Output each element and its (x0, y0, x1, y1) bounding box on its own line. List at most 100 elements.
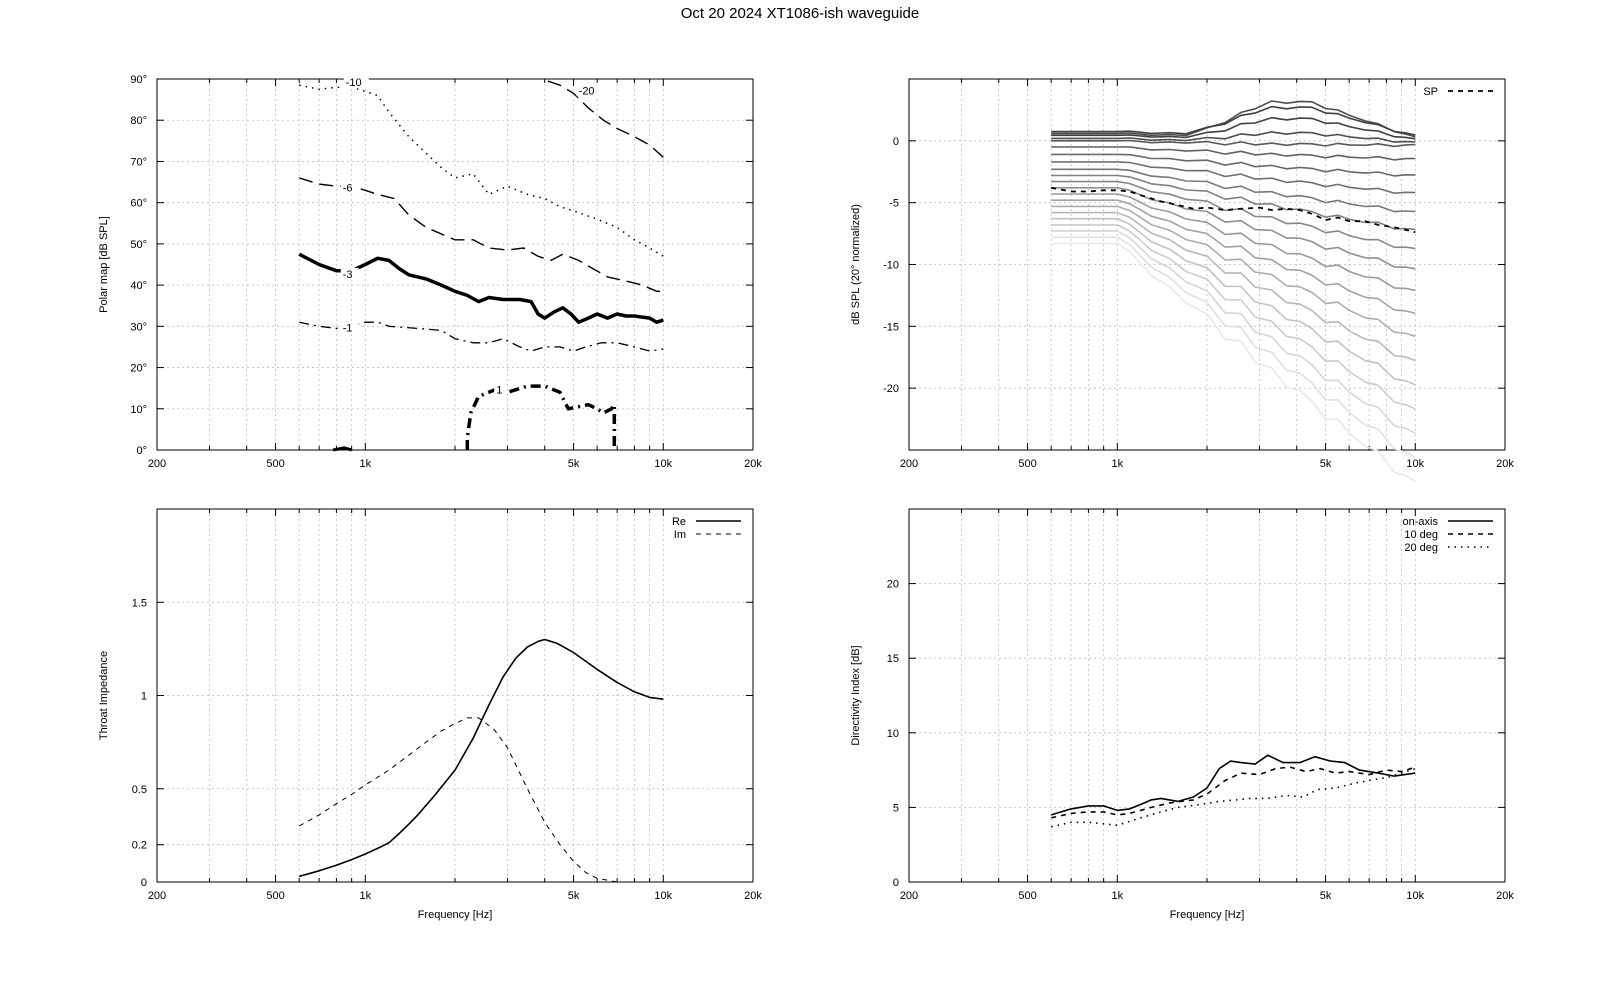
contour-label: -1 (343, 322, 353, 334)
contour-label: -10 (346, 77, 362, 89)
x-tick-label: 10k (654, 890, 672, 902)
series-line--20 (547, 80, 664, 158)
y-tick-label: 40° (130, 280, 147, 292)
spl-curve (1051, 161, 1416, 194)
series-line-sp (1051, 186, 1416, 234)
spl-curve (1051, 224, 1416, 410)
contour-label-bg (343, 76, 369, 89)
x-tick-label: 5k (1320, 458, 1332, 470)
y-axis-label: dB SPL (20° normalized) (850, 204, 862, 325)
y-tick-label: 20° (130, 363, 147, 375)
x-tick-label: 1k (1111, 458, 1123, 470)
y-axis-label: Throat Impedance (98, 651, 110, 740)
series-line-on-axis (1050, 754, 1416, 816)
spl-panel: 200 500 1k 5k 10k 20k -20 -15 -10 -5 0 dB SPL (20° … (850, 78, 1514, 483)
contour-label: 1 (496, 384, 502, 396)
x-tick-label: 10k (1406, 890, 1424, 902)
spl-curve (1051, 174, 1416, 231)
x-tick-label: 1k (359, 458, 371, 470)
series-line-20-deg (1051, 767, 1416, 828)
x-axis-label: Frequency [Hz] (418, 909, 493, 921)
y-tick-label: 5 (893, 802, 899, 814)
spl-curve (1051, 105, 1416, 136)
y-tick-label: 0 (893, 877, 899, 889)
contour-label: -20 (579, 85, 595, 97)
x-tick-label: 10k (1406, 458, 1424, 470)
x-tick-label: 20k (1496, 890, 1514, 902)
x-tick-label: 500 (266, 890, 284, 902)
spl-curve (1051, 193, 1416, 292)
spl-curve (1051, 199, 1416, 315)
y-axis-label: Directivity Index [dB] (850, 645, 862, 745)
y-tick-label: 1.5 (132, 597, 147, 609)
spl-curve (1051, 205, 1416, 338)
y-tick-label: 70° (130, 156, 147, 168)
series-line--10 (299, 84, 664, 257)
contour-label-bg (340, 321, 359, 334)
spl-curve (1051, 116, 1416, 140)
y-tick-label: 15 (887, 653, 899, 665)
page-title: Oct 20 2024 XT1086-ish waveguide (680, 5, 920, 22)
spl-curve (1051, 211, 1416, 362)
y-tick-label: -20 (883, 383, 899, 395)
y-tick-label: 0.5 (132, 784, 147, 796)
series-line-10-deg (1051, 766, 1416, 819)
spl-curve (1051, 139, 1416, 148)
spl-curve (1051, 236, 1416, 459)
x-axis-label: Frequency [Hz] (1170, 909, 1245, 921)
y-tick-label: 30° (130, 321, 147, 333)
x-tick-label: 200 (900, 890, 918, 902)
contour-label-bg (576, 84, 602, 97)
y-tick-label: 10° (130, 404, 147, 416)
spl-curve (1051, 242, 1416, 483)
x-tick-label: 500 (1018, 458, 1036, 470)
spl-curve (1051, 230, 1416, 434)
contour-label-bg (340, 267, 359, 280)
series-line--6 (298, 177, 664, 292)
y-axis-label: Polar map [dB SPL] (98, 216, 110, 313)
y-tick-label: 0.2 (132, 840, 147, 852)
series-line--1 (299, 321, 664, 352)
series-line--3 (298, 252, 664, 324)
spl-curve (1051, 168, 1416, 213)
y-tick-label: 0° (136, 445, 147, 457)
y-tick-label: 80° (130, 115, 147, 127)
x-tick-label: 5k (1320, 890, 1332, 902)
x-tick-label: 20k (1496, 458, 1514, 470)
y-tick-label: 0 (141, 877, 147, 889)
series-line-contour (332, 446, 353, 452)
y-tick-label: -5 (889, 198, 899, 210)
x-tick-label: 200 (900, 458, 918, 470)
x-tick-label: 20k (744, 890, 762, 902)
series-line-im (298, 717, 618, 883)
spl-curve (1051, 187, 1416, 270)
y-tick-label: 50° (130, 239, 147, 251)
spl-curve (1051, 100, 1416, 138)
x-tick-label: 1k (1111, 890, 1123, 902)
x-tick-label: 500 (266, 458, 284, 470)
legend-label: 20 deg (1404, 542, 1438, 554)
contour-label: -3 (343, 269, 353, 281)
x-tick-label: 500 (1018, 890, 1036, 902)
spl-curve (1051, 146, 1416, 161)
x-tick-label: 10k (654, 458, 672, 470)
x-tick-label: 200 (148, 890, 166, 902)
y-tick-label: 1 (141, 691, 147, 703)
spl-curve (1051, 153, 1416, 177)
contour-label-bg (340, 181, 359, 194)
contour-label-bg (494, 383, 506, 396)
x-tick-label: 200 (148, 458, 166, 470)
y-tick-label: 90° (130, 74, 147, 86)
polar-map-panel: 200 500 1k 5k 10k 20k 0° 10° 20° 30° 40° 50° 60° 70° 8… (98, 74, 762, 470)
x-tick-label: 5k (568, 890, 580, 902)
spl-curve (1051, 131, 1416, 143)
spl-curve (1051, 217, 1416, 386)
x-tick-label: 20k (744, 458, 762, 470)
impedance-panel: 200 500 1k 5k 10k 20k 0 0.2 0.5 1 1.5 Frequency [Hz… (98, 508, 762, 921)
series-line-1 (465, 384, 617, 450)
legend-label: Re (672, 516, 686, 528)
y-tick-label: 10 (887, 728, 899, 740)
x-tick-label: 5k (568, 458, 580, 470)
y-tick-label: 20 (887, 579, 899, 591)
